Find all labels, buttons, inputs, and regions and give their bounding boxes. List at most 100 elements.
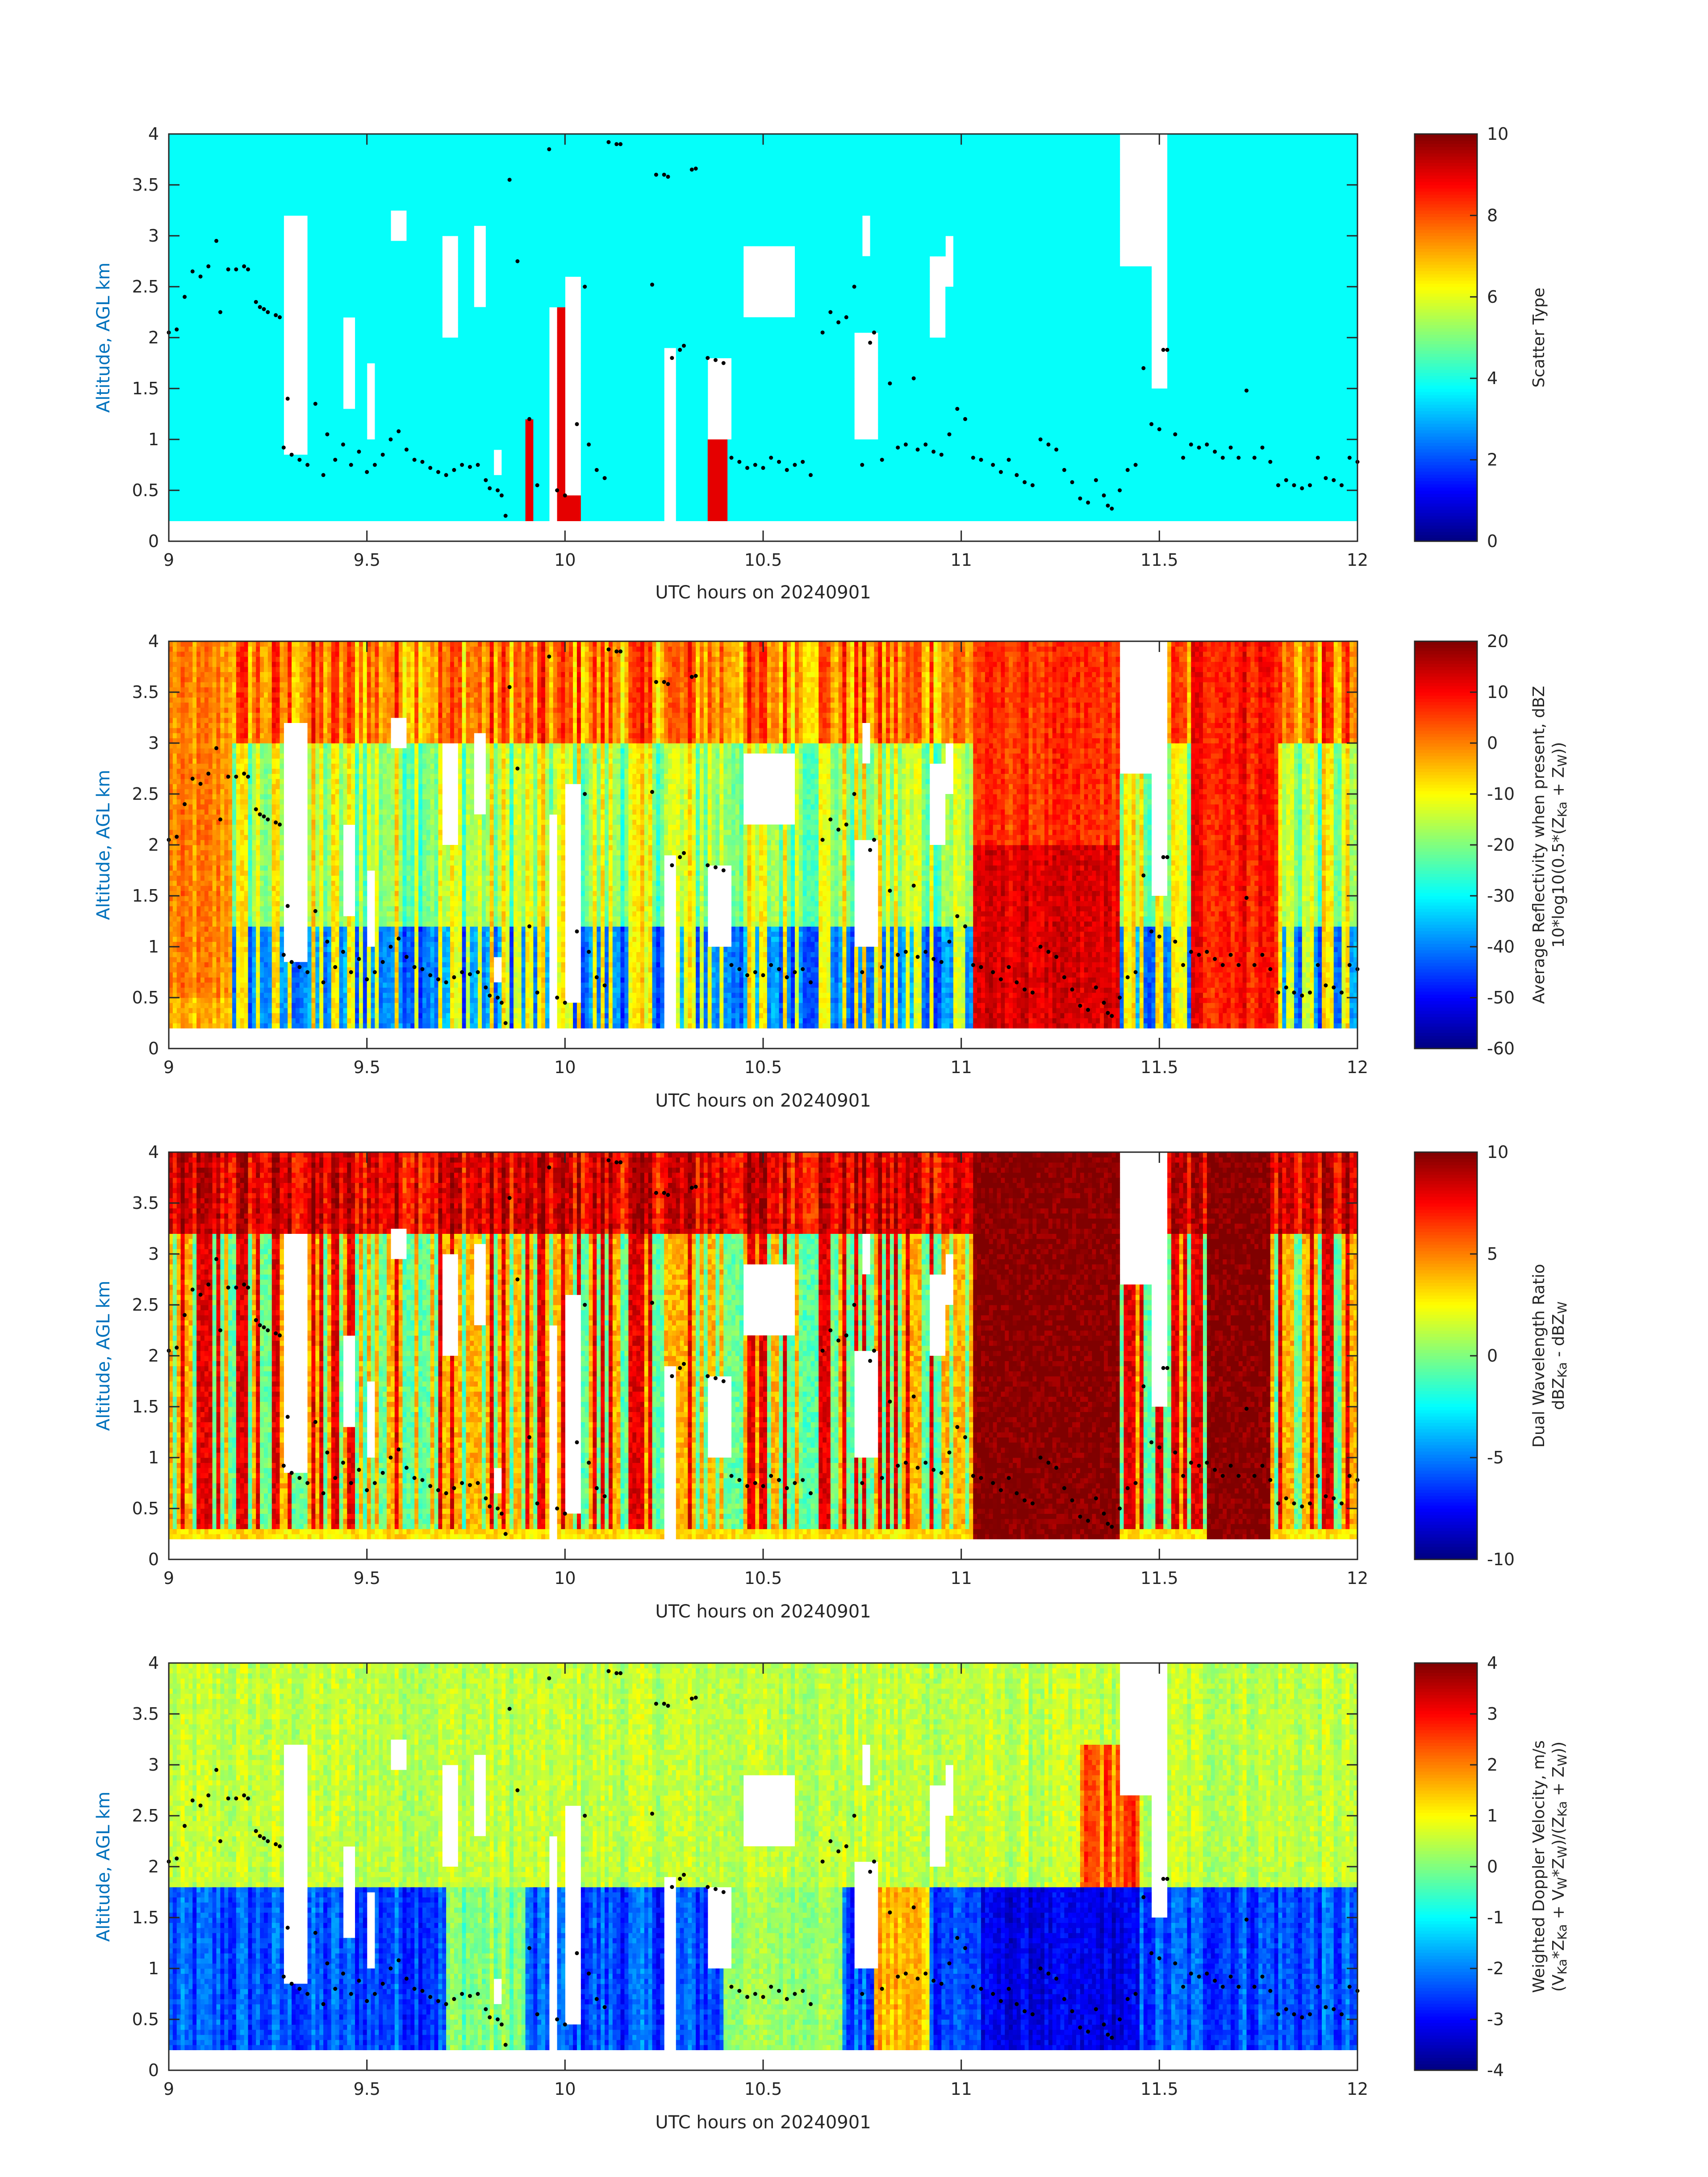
heatmap-cell	[192, 175, 196, 180]
heatmap-cell	[213, 190, 217, 195]
heatmap-cell	[209, 465, 213, 470]
heatmap-cell	[184, 302, 188, 307]
heatmap-cell	[192, 256, 196, 262]
heatmap-cell	[205, 282, 209, 287]
heatmap-cell	[184, 226, 188, 231]
heatmap-cell	[240, 475, 244, 481]
heatmap-cell	[209, 144, 213, 150]
heatmap-cell	[236, 322, 240, 328]
heatmap-cell	[200, 399, 205, 404]
heatmap-cell	[256, 180, 260, 185]
heatmap-cell	[276, 363, 280, 368]
heatmap-cell	[184, 490, 188, 496]
heatmap-cell	[256, 221, 260, 226]
heatmap-cell	[264, 389, 268, 394]
heatmap-cell	[173, 322, 177, 328]
heatmap-cell	[268, 155, 272, 160]
heatmap-cell	[228, 363, 232, 368]
heatmap-cell	[244, 236, 248, 241]
heatmap-cell	[228, 195, 232, 201]
heatmap-cell	[260, 297, 264, 302]
heatmap-cell	[256, 256, 260, 262]
heatmap-cell	[205, 195, 209, 201]
heatmap-cell	[213, 465, 217, 470]
heatmap-cell	[272, 317, 276, 322]
heatmap-cell	[228, 384, 232, 389]
heatmap-cell	[276, 159, 280, 165]
heatmap-cell	[216, 231, 220, 236]
heatmap-cell	[252, 353, 256, 358]
heatmap-cell	[184, 241, 188, 246]
heatmap-cell	[272, 292, 276, 297]
heatmap-cell	[228, 149, 232, 155]
heatmap-cell	[228, 393, 232, 399]
heatmap-cell	[272, 419, 276, 424]
heatmap-cell	[240, 149, 244, 155]
heatmap-cell	[252, 322, 256, 328]
heatmap-cell	[209, 302, 213, 307]
heatmap-cell	[213, 495, 217, 501]
heatmap-cell	[181, 516, 185, 521]
heatmap-cell	[260, 139, 264, 144]
heatmap-cell	[181, 511, 185, 516]
heatmap-cell	[188, 490, 192, 496]
heatmap-cell	[232, 155, 236, 160]
heatmap-cell	[252, 317, 256, 322]
heatmap-cell	[240, 292, 244, 297]
heatmap-cell	[276, 241, 280, 246]
heatmap-cell	[272, 506, 276, 511]
heatmap-cell	[205, 439, 209, 445]
heatmap-cell	[236, 373, 240, 379]
heatmap-cell	[205, 480, 209, 485]
heatmap-cell	[177, 480, 181, 485]
heatmap-cell	[209, 256, 213, 262]
heatmap-cell	[248, 175, 252, 180]
heatmap-cell	[205, 424, 209, 430]
heatmap-cell	[264, 495, 268, 501]
heatmap-cell	[181, 251, 185, 256]
heatmap-cell	[268, 348, 272, 353]
heatmap-cell	[220, 144, 224, 150]
heatmap-cell	[276, 185, 280, 190]
heatmap-cell	[268, 480, 272, 485]
heatmap-cell	[220, 327, 224, 333]
heatmap-cell	[173, 164, 177, 170]
heatmap-cell	[276, 231, 280, 236]
heatmap-cell	[244, 511, 248, 516]
heatmap-cell	[244, 389, 248, 394]
heatmap-cell	[220, 272, 224, 277]
heatmap-cell	[264, 159, 268, 165]
heatmap-cell	[256, 327, 260, 333]
heatmap-cell	[228, 272, 232, 277]
heatmap-cell	[244, 460, 248, 465]
heatmap-cell	[252, 450, 256, 455]
heatmap-cell	[205, 215, 209, 221]
heatmap-cell	[228, 226, 232, 231]
heatmap-cell	[280, 490, 284, 496]
heatmap-cell	[205, 435, 209, 440]
heatmap-cell	[184, 511, 188, 516]
heatmap-cell	[244, 175, 248, 180]
heatmap-cell	[244, 435, 248, 440]
heatmap-cell	[268, 338, 272, 343]
heatmap-cell	[196, 221, 200, 226]
heatmap-cell	[181, 384, 185, 389]
heatmap-cell	[173, 210, 177, 216]
heatmap-cell	[209, 460, 213, 465]
heatmap-cell	[224, 272, 228, 277]
heatmap-cell	[236, 159, 240, 165]
heatmap-cell	[188, 256, 192, 262]
heatmap-cell	[276, 205, 280, 211]
heatmap-cell	[220, 343, 224, 348]
heatmap-cell	[264, 144, 268, 150]
heatmap-cell	[224, 333, 228, 338]
heatmap-cell	[228, 404, 232, 409]
heatmap-cell	[196, 389, 200, 394]
heatmap-cell	[200, 384, 205, 389]
heatmap-cell	[188, 399, 192, 404]
heatmap-cell	[244, 384, 248, 389]
heatmap-cell	[256, 185, 260, 190]
heatmap-cell	[188, 389, 192, 394]
heatmap-cell	[228, 155, 232, 160]
heatmap-cell	[220, 282, 224, 287]
